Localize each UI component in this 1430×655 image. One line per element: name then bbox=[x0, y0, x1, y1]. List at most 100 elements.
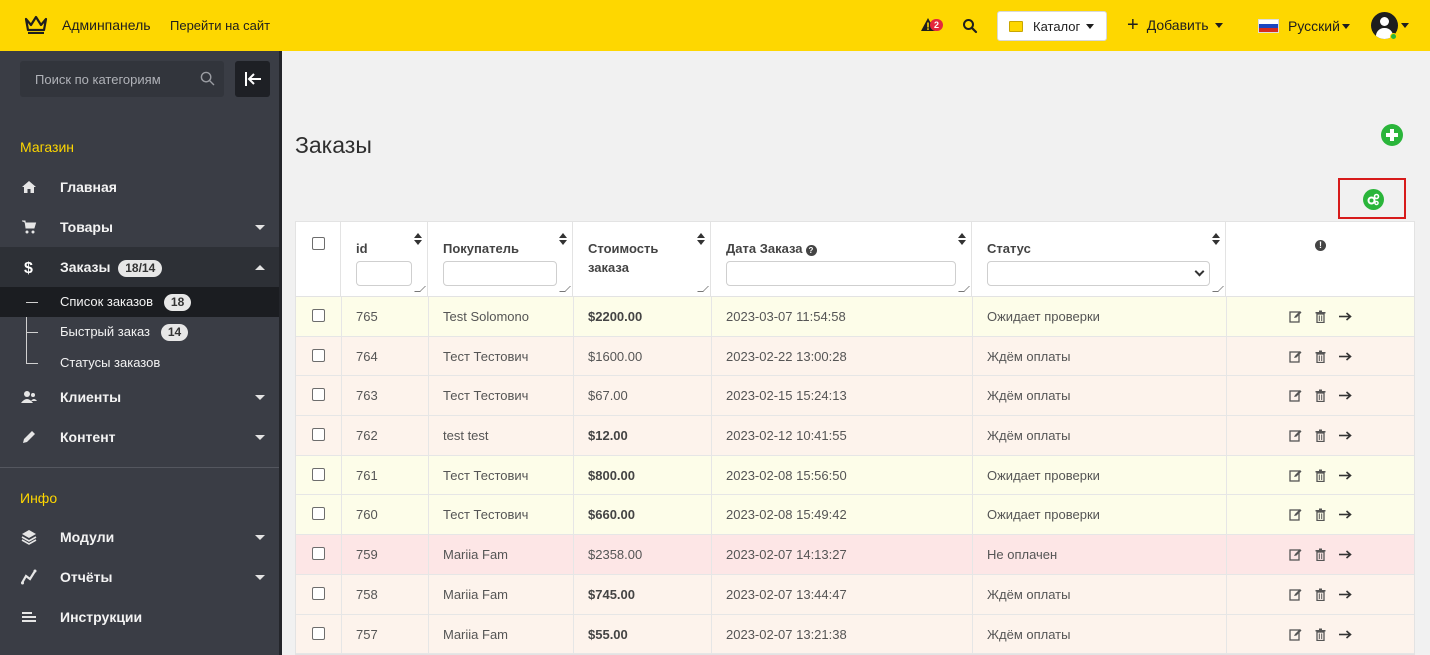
add-order-button[interactable] bbox=[1381, 124, 1403, 146]
sidebar-subitem-quick-order[interactable]: Быстрый заказ 14 bbox=[0, 317, 280, 347]
header-cell-buyer[interactable]: Покупатель bbox=[428, 222, 573, 296]
sidebar-item-modules[interactable]: Модули bbox=[0, 517, 280, 557]
row-checkbox[interactable] bbox=[312, 348, 325, 362]
column-divider bbox=[1226, 416, 1227, 455]
filter-input-date[interactable] bbox=[726, 261, 956, 286]
table-row[interactable]: 763 Тест Тестович $67.00 2023-02-15 15:24:1… bbox=[296, 376, 1414, 417]
row-checkbox[interactable] bbox=[312, 547, 325, 561]
trash-icon[interactable] bbox=[1314, 310, 1327, 324]
search-icon[interactable] bbox=[200, 71, 215, 86]
arrow-right-icon[interactable] bbox=[1338, 389, 1352, 402]
header-cell-date[interactable]: Дата Заказа? bbox=[711, 222, 972, 296]
language-dropdown-button[interactable]: Русский bbox=[1258, 18, 1350, 34]
table-row[interactable]: 758 Mariia Fam $745.00 2023-02-07 13:44:47 Ж… bbox=[296, 574, 1414, 615]
sidebar-item-content[interactable]: Контент bbox=[0, 417, 280, 457]
sidebar-item-products[interactable]: Товары bbox=[0, 207, 280, 247]
sidebar-item-clients[interactable]: Клиенты bbox=[0, 377, 280, 417]
table-row[interactable]: 764 Тест Тестович $1600.00 2023-02-22 13:00… bbox=[296, 336, 1414, 377]
table-settings-button[interactable] bbox=[1363, 189, 1384, 210]
cell-id: 764 bbox=[356, 348, 378, 364]
trash-icon[interactable] bbox=[1314, 389, 1327, 403]
column-divider bbox=[428, 574, 429, 614]
column-divider bbox=[711, 614, 712, 654]
resize-handle[interactable] bbox=[559, 286, 571, 292]
edit-icon[interactable] bbox=[1289, 350, 1302, 363]
edit-icon[interactable] bbox=[1289, 389, 1302, 403]
row-checkbox[interactable] bbox=[312, 507, 325, 521]
resize-handle[interactable] bbox=[697, 286, 709, 292]
row-checkbox[interactable] bbox=[312, 467, 325, 481]
table-row[interactable]: 759 Mariia Fam $2358.00 2023-02-07 14:13:27… bbox=[296, 535, 1414, 575]
trash-icon[interactable] bbox=[1314, 429, 1327, 443]
row-checkbox[interactable] bbox=[312, 586, 325, 600]
edit-icon[interactable] bbox=[1289, 628, 1302, 641]
sidebar-collapse-button[interactable] bbox=[235, 61, 270, 97]
table-row[interactable]: 760 Тест Тестович $660.00 2023-02-08 15:49:… bbox=[296, 495, 1414, 536]
crown-logo-icon[interactable] bbox=[24, 14, 48, 36]
info-icon[interactable]: ! bbox=[1315, 240, 1326, 251]
resize-handle[interactable] bbox=[1212, 286, 1224, 292]
row-checkbox[interactable] bbox=[312, 626, 325, 640]
sidebar-subitem-order-list[interactable]: Список заказов 18 bbox=[0, 287, 280, 317]
resize-handle[interactable] bbox=[958, 286, 970, 292]
header-cell-status[interactable]: Статус bbox=[972, 222, 1226, 296]
cell-buyer: Mariia Fam bbox=[443, 626, 509, 642]
sort-icon[interactable] bbox=[697, 233, 705, 245]
arrow-right-icon[interactable] bbox=[1338, 310, 1352, 323]
sidebar-item-orders[interactable]: $ Заказы 18/14 bbox=[0, 247, 280, 287]
table-row[interactable]: 757 Mariia Fam $55.00 2023-02-07 13:21:38 Жд… bbox=[296, 614, 1414, 655]
edit-icon[interactable] bbox=[1289, 310, 1302, 323]
filter-input-buyer[interactable] bbox=[443, 261, 557, 286]
trash-icon[interactable] bbox=[1314, 628, 1327, 641]
add-dropdown-button[interactable]: + Добавить bbox=[1127, 15, 1223, 35]
column-divider bbox=[428, 297, 429, 336]
question-icon[interactable]: ? bbox=[805, 245, 817, 256]
resize-handle[interactable] bbox=[414, 286, 426, 292]
filter-select-status[interactable] bbox=[987, 261, 1210, 286]
arrow-right-icon[interactable] bbox=[1338, 508, 1352, 521]
column-header-buyer: Покупатель bbox=[443, 241, 519, 256]
trash-icon[interactable] bbox=[1314, 350, 1327, 363]
row-checkbox[interactable] bbox=[312, 388, 325, 402]
edit-icon[interactable] bbox=[1289, 588, 1302, 601]
row-checkbox[interactable] bbox=[312, 428, 325, 442]
arrow-right-icon[interactable] bbox=[1338, 628, 1352, 641]
category-search-input[interactable]: Поиск по категориям bbox=[20, 61, 224, 97]
sort-icon[interactable] bbox=[414, 233, 422, 245]
table-row[interactable]: 762 test test $12.00 2023-02-12 10:41:55 Ждё… bbox=[296, 416, 1414, 456]
arrow-right-icon[interactable] bbox=[1338, 469, 1352, 482]
brand-title[interactable]: Админпанель bbox=[62, 17, 151, 33]
sidebar-item-home[interactable]: Главная bbox=[0, 167, 280, 207]
trash-icon[interactable] bbox=[1314, 469, 1327, 482]
column-divider bbox=[711, 416, 712, 455]
row-checkbox[interactable] bbox=[312, 309, 325, 322]
edit-icon[interactable] bbox=[1289, 469, 1302, 482]
edit-icon[interactable] bbox=[1289, 508, 1302, 522]
sidebar-scrollbar[interactable] bbox=[279, 51, 282, 655]
select-all-checkbox[interactable] bbox=[312, 237, 325, 250]
trash-icon[interactable] bbox=[1314, 588, 1327, 601]
edit-icon[interactable] bbox=[1289, 548, 1302, 561]
trash-icon[interactable] bbox=[1314, 508, 1327, 522]
arrow-right-icon[interactable] bbox=[1338, 350, 1352, 363]
sort-icon[interactable] bbox=[958, 233, 966, 245]
sidebar-item-reports[interactable]: Отчёты bbox=[0, 557, 280, 597]
filter-input-id[interactable] bbox=[356, 261, 412, 286]
arrow-right-icon[interactable] bbox=[1338, 548, 1352, 561]
search-icon[interactable] bbox=[962, 18, 978, 34]
goto-site-link[interactable]: Перейти на сайт bbox=[170, 18, 271, 33]
catalog-dropdown-button[interactable]: Каталог bbox=[997, 11, 1107, 41]
page-title: Заказы bbox=[295, 132, 372, 158]
edit-icon[interactable] bbox=[1289, 429, 1302, 442]
sort-icon[interactable] bbox=[1212, 233, 1220, 245]
sidebar-subitem-order-statuses[interactable]: Статусы заказов bbox=[0, 348, 280, 378]
sort-icon[interactable] bbox=[559, 233, 567, 245]
arrow-right-icon[interactable] bbox=[1338, 429, 1352, 442]
table-row[interactable]: 761 Тест Тестович $800.00 2023-02-08 15:56:… bbox=[296, 455, 1414, 496]
header-cell-cost[interactable]: Стоимость заказа bbox=[573, 222, 711, 296]
trash-icon[interactable] bbox=[1314, 548, 1327, 562]
header-cell-id[interactable]: id bbox=[341, 222, 428, 296]
sidebar-item-guides[interactable]: Инструкции bbox=[0, 597, 280, 637]
arrow-right-icon[interactable] bbox=[1338, 588, 1352, 601]
table-row[interactable]: 765 Test Solomono $2200.00 2023-03-07 11:54… bbox=[296, 297, 1414, 337]
